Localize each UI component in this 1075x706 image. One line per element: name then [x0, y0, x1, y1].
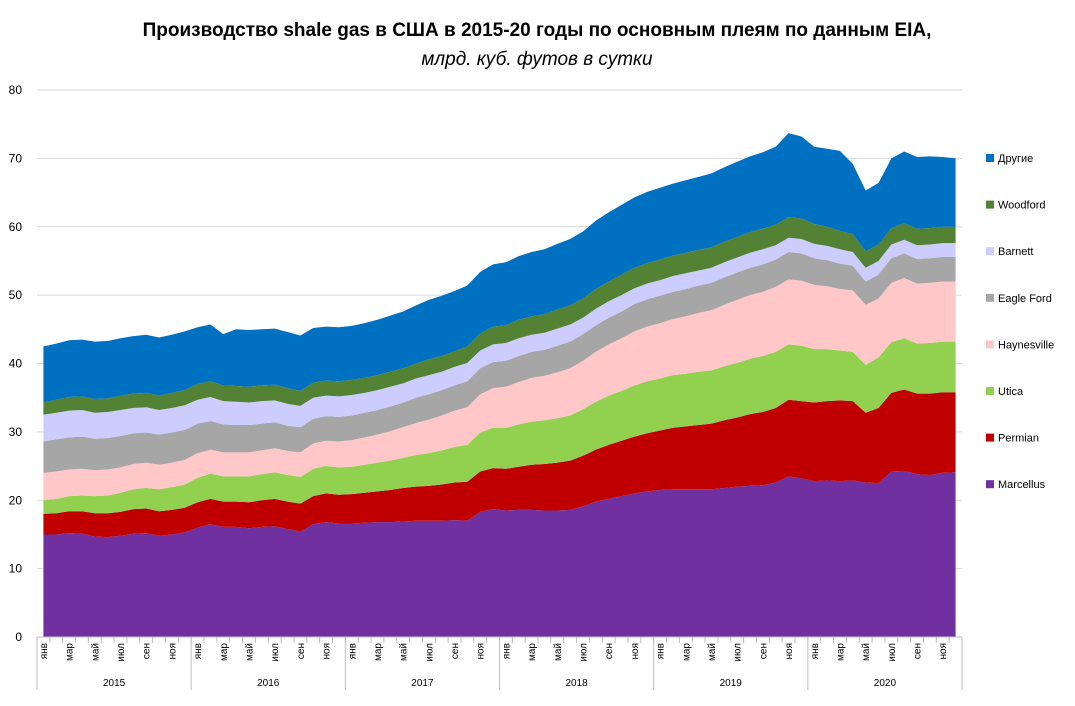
x-tick-label: янв: [656, 643, 667, 659]
x-tick-label: июл: [733, 643, 744, 662]
legend-swatch: [986, 154, 994, 162]
y-tick-label: 30: [9, 425, 23, 439]
x-tick-label: май: [90, 643, 101, 661]
legend-swatch: [986, 247, 994, 256]
area: [43, 237, 956, 442]
legend-label: Permian: [998, 433, 1039, 445]
x-tick-label: мар: [219, 643, 230, 661]
legend-label: Другие: [998, 153, 1033, 165]
x-tick-label: май: [707, 643, 718, 661]
area: [43, 133, 956, 403]
x-tick-label: мар: [527, 643, 538, 661]
y-tick-label: 70: [9, 151, 23, 165]
x-tick-label: сен: [142, 643, 153, 659]
x-tick-label: июл: [887, 643, 898, 662]
year-label: 2016: [257, 678, 280, 689]
legend-swatch: [986, 200, 994, 209]
x-tick-label: ноя: [167, 643, 178, 660]
y-tick-label: 20: [9, 493, 23, 507]
year-label: 2017: [411, 678, 434, 689]
x-tick-label: ноя: [476, 643, 487, 660]
x-tick-label: янв: [501, 643, 512, 659]
x-tick-label: мар: [65, 643, 76, 661]
x-tick-label: мар: [835, 643, 846, 661]
legend-label: Woodford: [998, 200, 1046, 212]
area: [43, 252, 956, 473]
x-tick-label: янв: [39, 643, 50, 659]
x-tick-label: сен: [296, 643, 307, 659]
area: [43, 470, 956, 637]
x-tick-label: май: [553, 643, 564, 661]
x-tick-label: ноя: [322, 643, 333, 660]
x-tick-label: янв: [193, 643, 204, 659]
x-tick-label: янв: [347, 643, 358, 659]
legend-label: Barnett: [998, 246, 1033, 258]
legend-swatch: [986, 340, 994, 349]
year-label: 2018: [565, 678, 588, 689]
x-tick-label: ноя: [630, 643, 641, 660]
x-tick-label: май: [861, 643, 872, 661]
legend-label: Eagle Ford: [998, 293, 1052, 305]
x-tick-label: июл: [424, 643, 435, 662]
x-tick-label: сен: [604, 643, 615, 659]
legend-label: Marcellus: [998, 479, 1046, 491]
legend-label: Utica: [998, 386, 1024, 398]
chart-subtitle: млрд. куб. футов в сутки: [421, 49, 653, 70]
x-tick-label: мар: [373, 643, 384, 661]
x-tick-label: сен: [450, 643, 461, 659]
x-tick-label: май: [244, 643, 255, 661]
legend-swatch: [986, 293, 994, 302]
y-tick-label: 50: [9, 288, 23, 302]
x-tick-label: мар: [681, 643, 692, 661]
y-tick-label: 10: [9, 562, 23, 576]
x-tick-label: янв: [810, 643, 821, 659]
year-label: 2015: [103, 678, 126, 689]
chart-title: Производство shale gas в США в 2015-20 г…: [143, 20, 932, 41]
legend-swatch: [986, 480, 994, 489]
legend-swatch: [986, 387, 994, 395]
y-tick-label: 40: [9, 357, 23, 371]
area: [43, 278, 956, 501]
x-tick-label: ноя: [784, 643, 795, 660]
y-tick-label: 0: [15, 630, 22, 644]
x-tick-label: май: [399, 643, 410, 661]
legend-label: Haynesville: [998, 339, 1054, 351]
y-tick-label: 60: [9, 220, 23, 234]
area: [43, 338, 956, 514]
x-tick-label: июл: [270, 643, 281, 662]
x-tick-label: июл: [116, 643, 127, 662]
x-tick-label: ноя: [938, 643, 949, 660]
x-tick-label: сен: [758, 643, 769, 659]
legend-swatch: [986, 433, 994, 442]
year-label: 2020: [874, 678, 897, 689]
year-label: 2019: [720, 678, 743, 689]
x-tick-label: июл: [579, 643, 590, 662]
area: [43, 217, 956, 415]
area: [43, 389, 956, 538]
y-tick-label: 80: [9, 83, 23, 97]
x-tick-label: сен: [913, 643, 924, 659]
